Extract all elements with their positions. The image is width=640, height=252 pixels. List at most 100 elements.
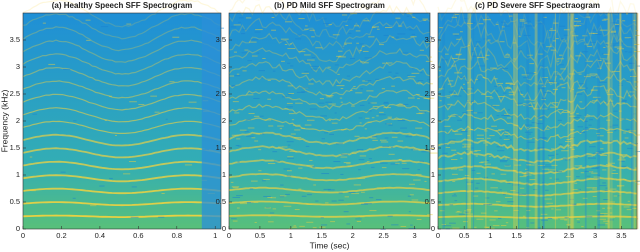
texture [429, 148, 435, 150]
texture [348, 32, 352, 34]
texture [332, 34, 340, 36]
texture [427, 79, 431, 81]
texture [247, 127, 255, 129]
harmonic [437, 4, 638, 48]
texture [543, 16, 547, 18]
texture [623, 206, 630, 208]
texture [236, 207, 240, 209]
texture [563, 29, 570, 31]
texture [531, 138, 536, 140]
x-tick-label: 0.4 [95, 231, 105, 240]
texture [307, 194, 312, 196]
texture [445, 146, 451, 148]
texture [452, 33, 460, 35]
texture [497, 82, 504, 84]
texture [571, 144, 578, 146]
texture [483, 38, 488, 40]
texture [454, 200, 458, 202]
texture [622, 20, 626, 22]
texture [301, 87, 310, 89]
texture [605, 101, 613, 103]
texture [334, 112, 337, 114]
texture [335, 83, 341, 85]
texture [304, 71, 309, 73]
texture [255, 133, 263, 135]
texture [416, 173, 422, 175]
texture [605, 164, 612, 166]
texture [489, 97, 494, 99]
texture [466, 209, 472, 211]
texture [356, 220, 361, 222]
texture [320, 115, 327, 117]
texture [258, 70, 265, 72]
texture [504, 56, 510, 58]
texture [550, 216, 557, 218]
texture [236, 73, 240, 75]
texture [351, 193, 360, 195]
texture [614, 46, 623, 48]
texture [356, 149, 364, 151]
texture [333, 161, 341, 163]
texture [574, 157, 578, 159]
texture [341, 14, 348, 16]
texture [495, 130, 502, 132]
texture [599, 29, 608, 31]
texture [304, 60, 312, 62]
texture [429, 152, 438, 154]
texture [453, 193, 456, 195]
texture [597, 224, 606, 226]
texture [462, 83, 466, 85]
texture [287, 94, 292, 96]
texture [491, 105, 497, 107]
texture [505, 146, 512, 148]
x-tick-label: 2.5 [378, 231, 388, 240]
texture [467, 135, 471, 137]
texture [617, 102, 621, 104]
texture [488, 155, 492, 157]
texture [462, 143, 468, 145]
texture [542, 13, 545, 229]
texture [443, 125, 451, 127]
harmonic [228, 172, 431, 182]
texture [315, 65, 320, 67]
texture [635, 151, 640, 153]
texture [595, 76, 600, 78]
texture [400, 127, 407, 129]
texture [249, 188, 254, 190]
texture [618, 110, 622, 112]
texture [464, 145, 471, 147]
texture [398, 158, 402, 160]
texture [449, 204, 454, 206]
texture [380, 162, 388, 164]
texture [251, 55, 258, 57]
texture [340, 129, 347, 131]
texture [484, 176, 489, 178]
texture [240, 203, 248, 205]
texture [503, 138, 510, 140]
texture [383, 107, 391, 109]
texture [288, 93, 295, 95]
texture [589, 41, 596, 43]
texture [288, 113, 295, 115]
texture [480, 212, 487, 214]
texture [589, 146, 596, 148]
texture [497, 150, 505, 152]
texture [619, 157, 625, 159]
texture [353, 25, 360, 27]
texture [309, 159, 313, 161]
texture [599, 81, 607, 83]
texture [592, 29, 597, 31]
texture [409, 194, 414, 196]
texture [378, 114, 386, 116]
texture [603, 199, 609, 201]
texture [346, 163, 351, 165]
texture [617, 159, 626, 161]
texture [245, 17, 252, 19]
texture [338, 199, 344, 201]
texture [126, 23, 132, 25]
texture [408, 29, 415, 31]
texture [264, 207, 271, 209]
texture [366, 161, 370, 163]
texture [632, 19, 636, 21]
harmonic [228, 89, 431, 110]
